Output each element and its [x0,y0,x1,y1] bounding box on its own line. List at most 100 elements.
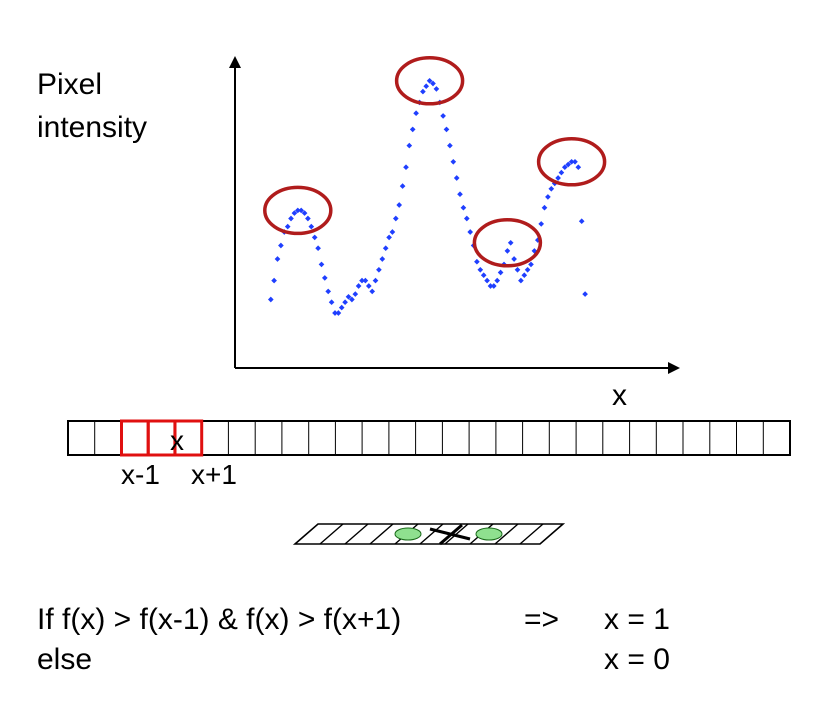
data-point [278,242,284,249]
data-point [575,164,582,171]
data-point [271,277,277,284]
data-point [450,158,457,165]
data-point [561,164,568,171]
data-point [409,126,416,133]
data-point [474,258,480,265]
data-point [578,218,585,225]
data-point [294,207,301,214]
data-point [420,88,426,95]
rule-else-value: x = 0 [604,643,670,676]
data-point [426,77,433,84]
pixel-strip-outline [67,420,791,456]
data-point [490,283,497,289]
strip-divider [369,523,394,545]
rule-else-label: else [37,643,93,676]
data-point [538,221,545,227]
data-point [362,277,369,284]
y-axis-label-line2: intensity [37,111,148,144]
data-point [467,229,474,235]
data-point [518,277,524,284]
data-point [379,256,386,262]
data-point [355,283,362,289]
data-point [406,142,413,149]
pixel-strip [67,419,791,457]
strip-divider [344,523,369,545]
data-point [315,245,321,252]
strip-divider [419,523,444,545]
strip-divider [444,523,469,545]
data-point [338,304,345,311]
data-point [514,266,521,273]
data-point [443,126,450,133]
data-point [413,110,419,117]
data-point [349,296,355,303]
data-point [457,191,463,198]
data-point [545,194,551,200]
data-point [399,183,406,189]
highlighted-cell [120,419,150,457]
data-point [396,202,403,208]
data-point [308,223,315,230]
data-point [565,161,572,168]
data-point [497,269,504,276]
data-point [460,204,467,211]
data-point [521,272,528,279]
data-point [369,288,376,295]
data-point [430,80,436,87]
data-point [487,283,494,289]
strip-divider [519,523,544,545]
data-point [528,261,534,268]
data-point [572,158,578,165]
data-point [453,175,460,181]
data-point [389,229,396,235]
data-point [447,142,453,149]
data-point [392,215,399,222]
strip-divider [319,523,344,545]
data-point [291,210,298,216]
data-point [342,299,348,306]
data-point [301,210,308,216]
data-point [548,185,555,192]
data-point [555,175,561,181]
cell-left-label: x-1 [121,459,160,490]
y-axis-label-line1: Pixel [37,68,103,101]
data-point [504,248,511,254]
peak-circles [263,56,607,268]
data-point [274,256,281,262]
data-point [332,310,338,316]
data-point [325,288,332,295]
rule-arrow: => [524,603,560,636]
data-point [372,277,379,284]
green-oval [394,527,422,541]
data-point [511,256,517,262]
cross-mark [439,523,463,546]
data-point [311,234,318,241]
cell-right-label: x+1 [191,459,237,490]
peak-circle [263,185,333,236]
data-point [433,86,440,92]
data-point [507,239,514,246]
peak-circle [536,137,607,187]
perspective-strip [292,523,566,546]
data-point [359,277,365,284]
data-point [267,296,274,303]
data-point [423,83,430,90]
data-point [524,266,531,273]
perspective-strip-outline [292,523,566,545]
data-point [382,245,389,252]
data-point [328,299,335,306]
data-point [541,204,548,211]
data-point [477,266,484,273]
data-point [582,291,588,297]
data-point [484,277,490,284]
data-point [558,169,565,176]
data-point [318,261,325,268]
data-point [284,223,291,230]
data-point [440,113,446,119]
peak-circle [394,56,465,106]
data-point [386,234,392,241]
data-point [335,310,342,316]
rule-then-value: x = 1 [604,603,670,636]
strip-divider [494,523,519,545]
